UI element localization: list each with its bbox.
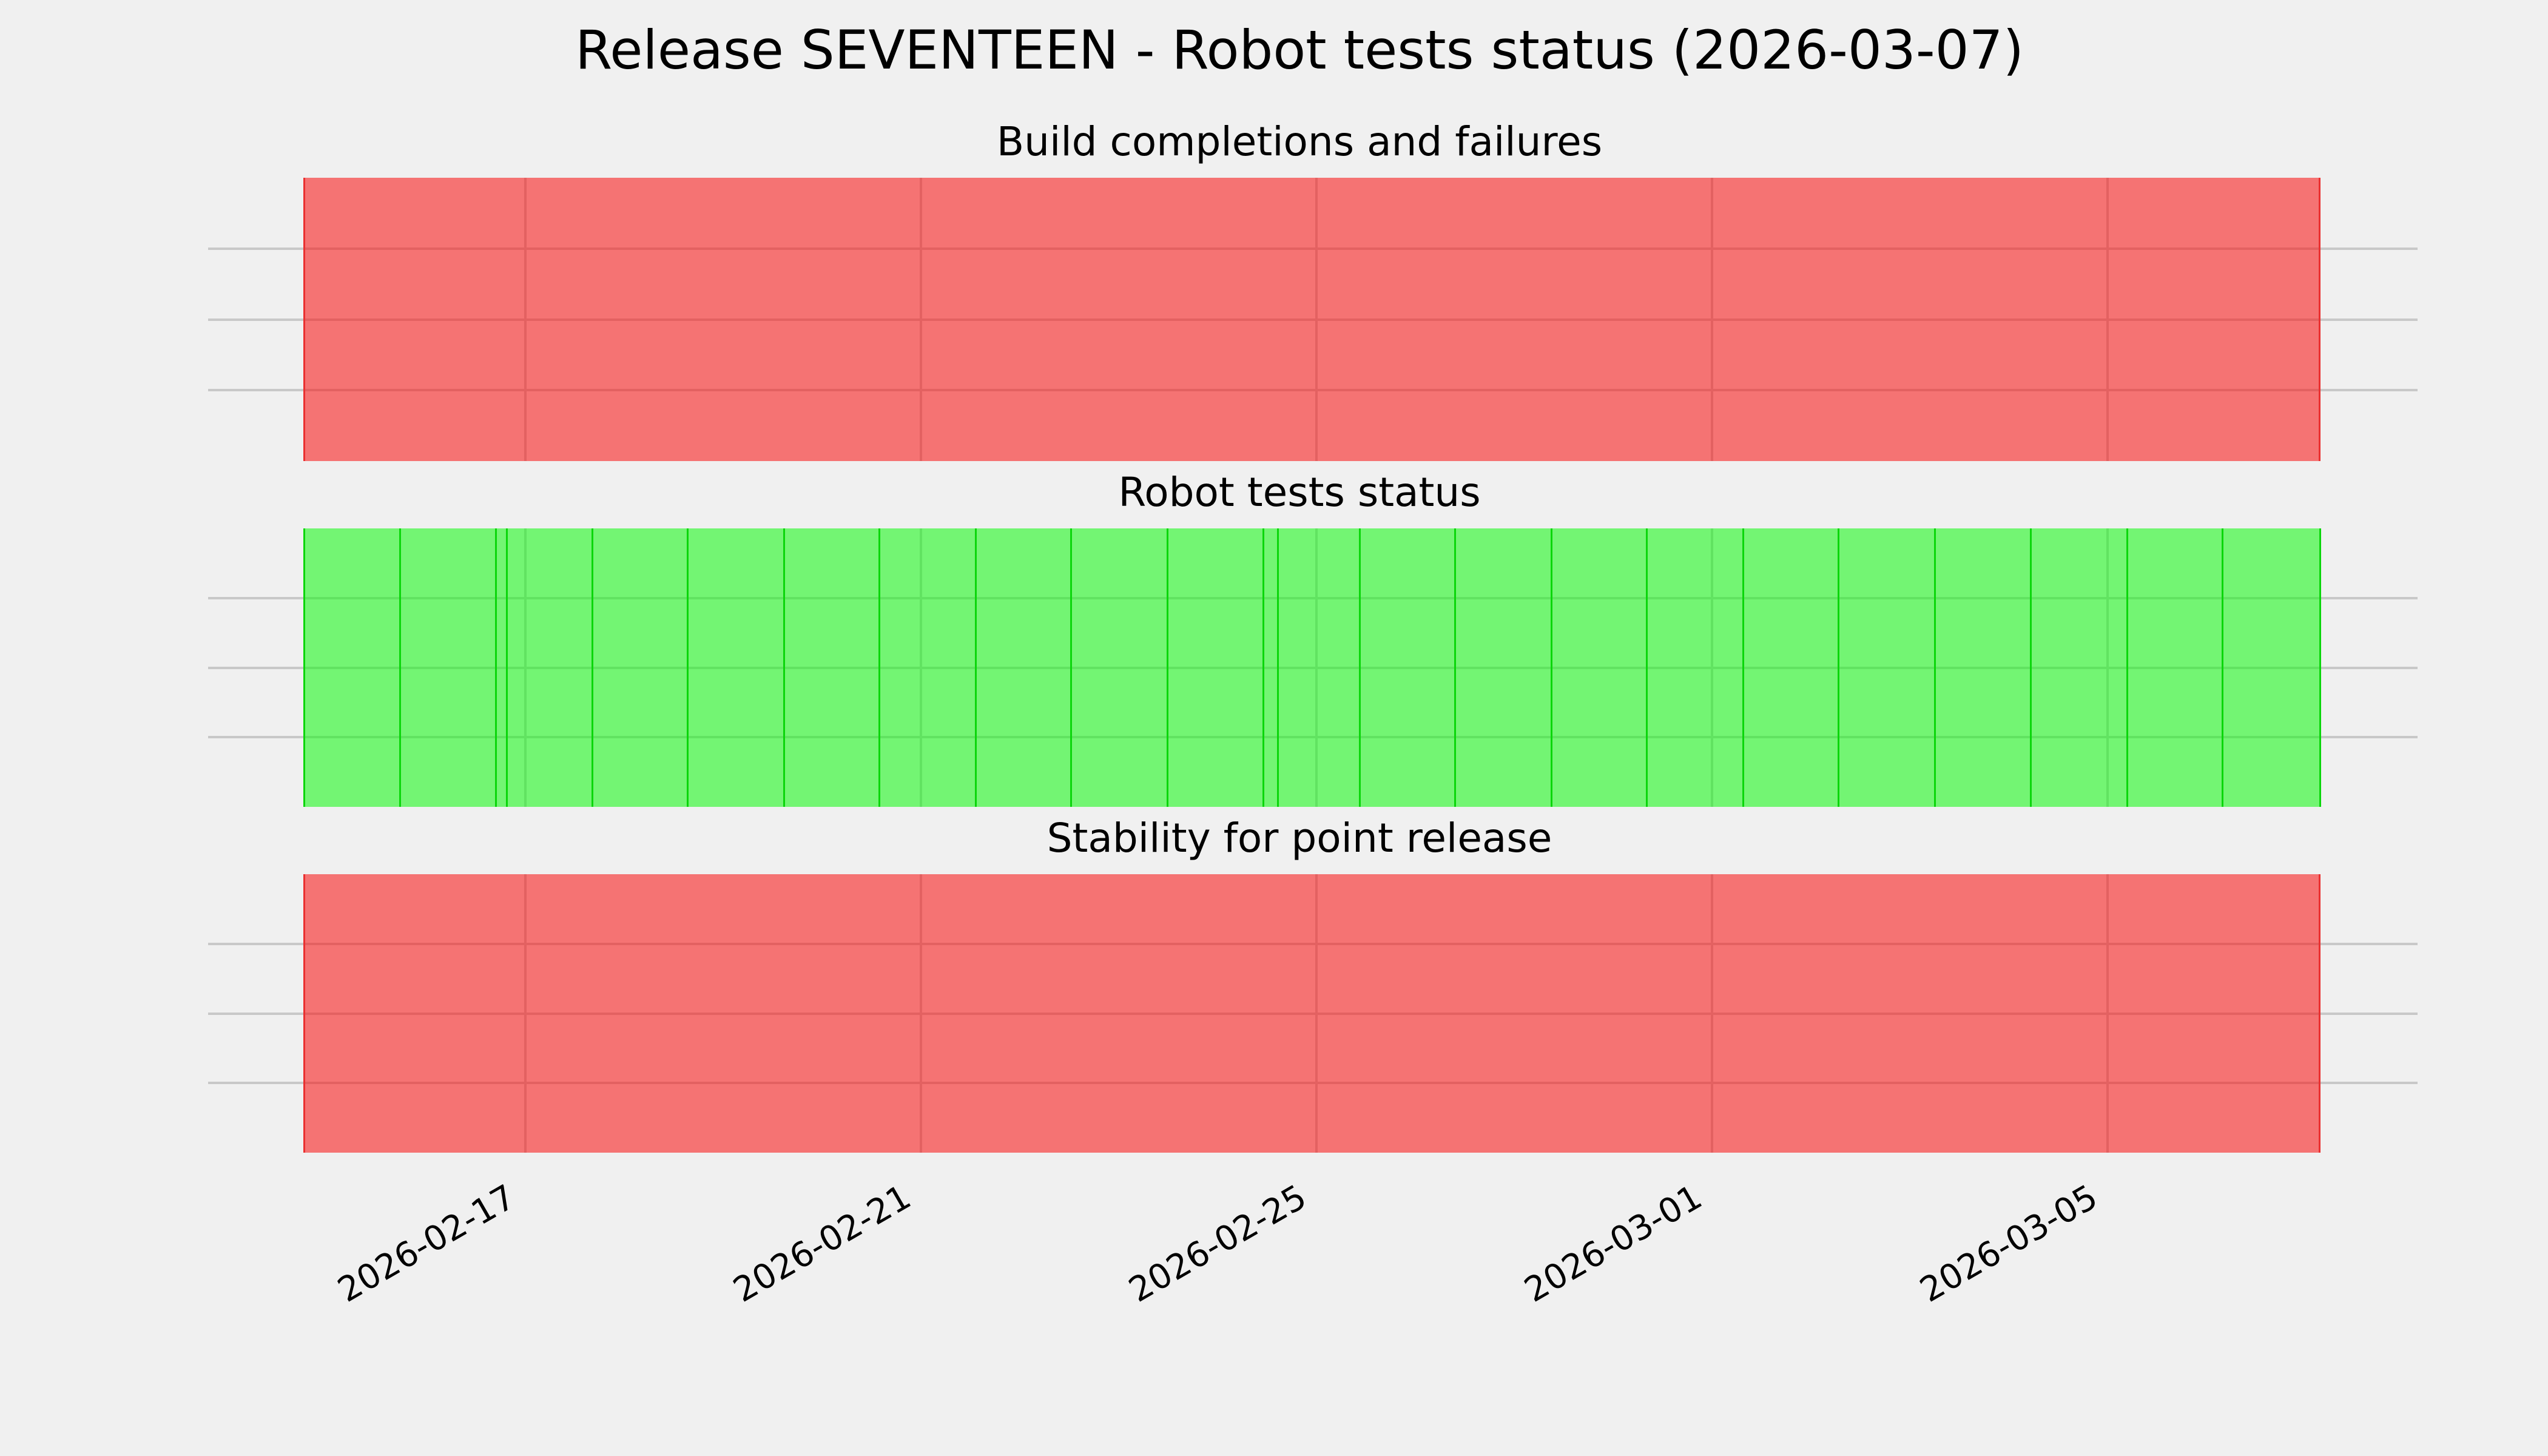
robot-run-marker-line — [1358, 528, 1361, 807]
figure-title: Release SEVENTEEN - Robot tests status (… — [575, 19, 2024, 81]
axes-robot-tests — [208, 528, 2418, 807]
robot-run-marker-line — [1934, 528, 1936, 807]
status-fill-passing — [304, 528, 2320, 807]
axes-stability — [208, 874, 2418, 1153]
robot-run-marker-line — [783, 528, 785, 807]
axes-build-completions — [208, 178, 2418, 461]
robot-run-marker-line — [494, 528, 497, 807]
x-tick-label: 2026-03-05 — [1913, 1177, 2105, 1310]
subplot-title-build: Build completions and failures — [996, 118, 1603, 165]
robot-run-marker-line — [591, 528, 593, 807]
x-tick-label: 2026-02-21 — [727, 1177, 918, 1310]
fill-edge-line — [2319, 178, 2320, 461]
robot-run-marker-line — [1838, 528, 1840, 807]
robot-run-marker-line — [878, 528, 881, 807]
robot-run-marker-line — [505, 528, 508, 807]
robot-run-marker-line — [2029, 528, 2032, 807]
fill-edge-line — [303, 178, 305, 461]
robot-run-marker-line — [1277, 528, 1279, 807]
robot-run-marker-line — [303, 528, 305, 807]
status-fill-failing — [304, 178, 2320, 461]
status-fill-failing — [304, 874, 2320, 1153]
x-tick-label: 2026-02-25 — [1122, 1177, 1313, 1310]
robot-run-marker-line — [1646, 528, 1648, 807]
robot-run-marker-line — [399, 528, 402, 807]
x-tick-label: 2026-02-17 — [331, 1177, 522, 1310]
robot-run-marker-line — [1167, 528, 1169, 807]
subplot-title-robot-tests: Robot tests status — [1118, 469, 1481, 516]
robot-run-marker-line — [975, 528, 977, 807]
robot-run-marker-line — [1454, 528, 1456, 807]
robot-run-marker-line — [1742, 528, 1745, 807]
subplot-title-stability: Stability for point release — [1046, 815, 1552, 861]
robot-run-marker-line — [2319, 528, 2321, 807]
fill-edge-line — [2319, 874, 2320, 1153]
robot-run-marker-line — [686, 528, 689, 807]
robot-run-marker-line — [2126, 528, 2128, 807]
x-tick-label: 2026-03-01 — [1518, 1177, 1709, 1310]
robot-run-marker-line — [2221, 528, 2223, 807]
robot-run-marker-line — [1550, 528, 1552, 807]
robot-run-marker-line — [1262, 528, 1264, 807]
fill-edge-line — [303, 874, 305, 1153]
robot-run-marker-line — [1070, 528, 1073, 807]
